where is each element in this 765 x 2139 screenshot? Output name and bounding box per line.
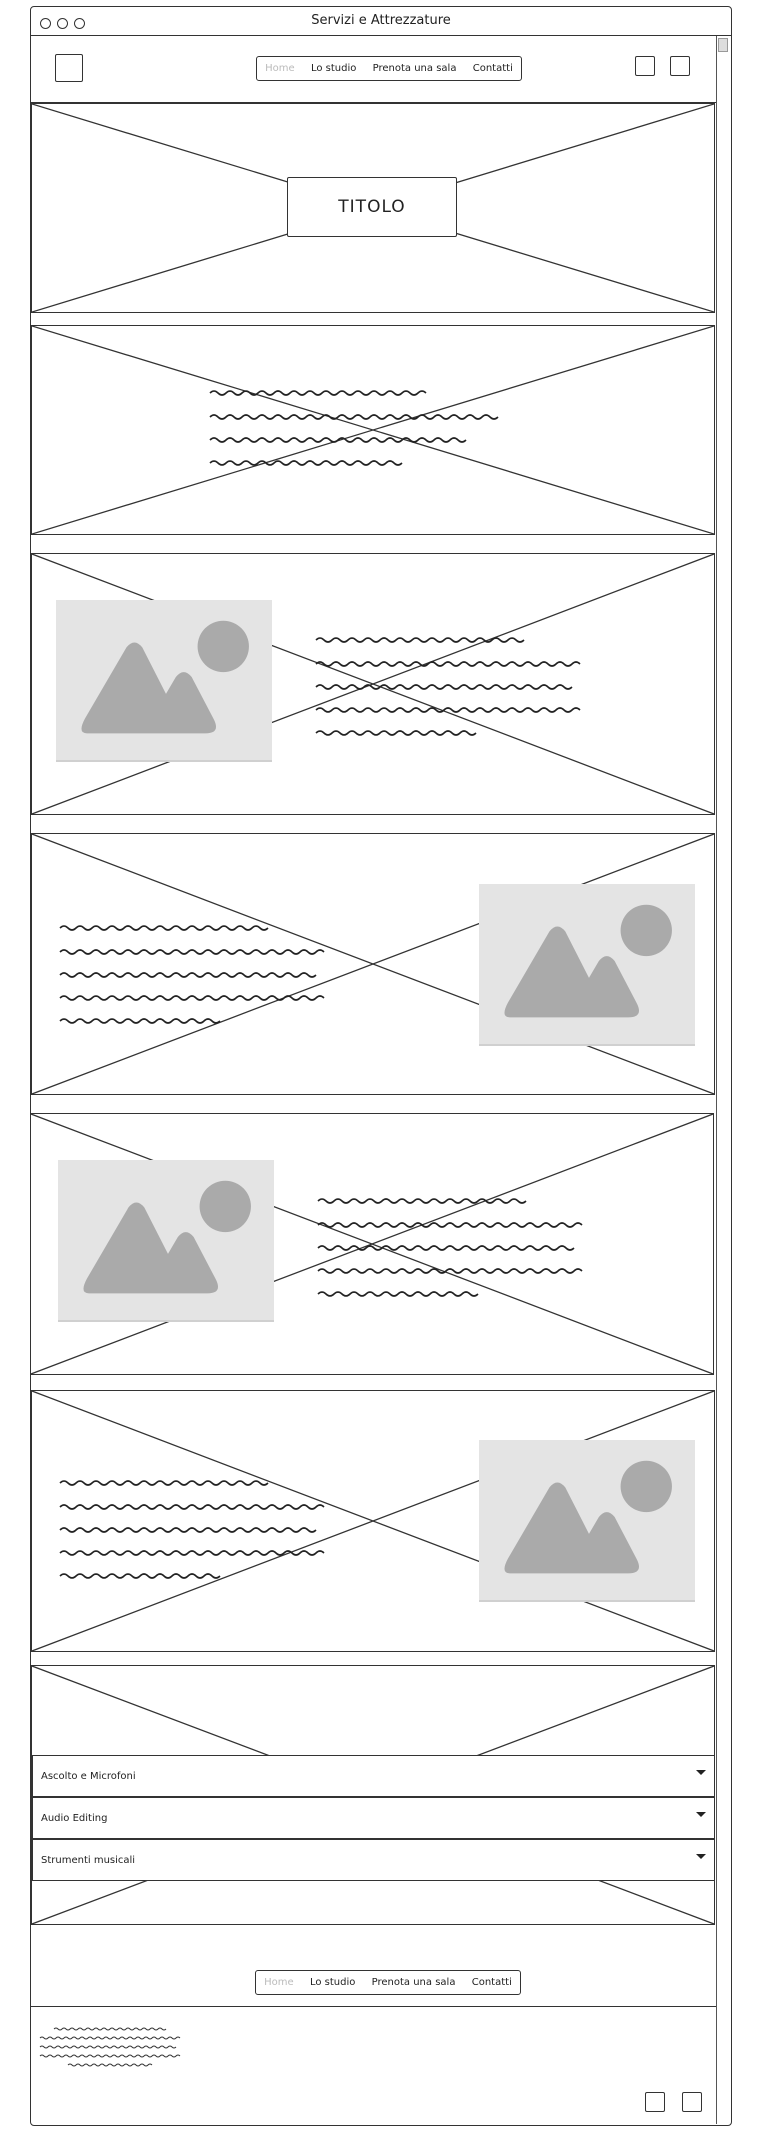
- scrollbar-thumb[interactable]: [718, 38, 728, 52]
- intro-cross: [32, 326, 714, 534]
- scrollbar[interactable]: [716, 36, 730, 2124]
- feature-2-cross: [32, 834, 714, 1094]
- footer-square-icon-1[interactable]: [645, 2092, 665, 2112]
- window-controls: [40, 14, 91, 33]
- feature-4-cross: [32, 1391, 714, 1651]
- footer-text-scribble: [39, 2027, 181, 2067]
- feature-section-1: [31, 553, 715, 815]
- title-bar: [30, 6, 732, 36]
- feature-section-2: [31, 833, 715, 1095]
- caret-down-icon[interactable]: [696, 1812, 706, 1817]
- window-title: Servizi e Attrezzature: [311, 13, 451, 28]
- nav-contatti[interactable]: Contatti: [472, 63, 513, 74]
- footer-nav: Home Lo studio Prenota una sala Contatti: [255, 1970, 521, 1995]
- feature-3-text-scribble: [317, 1198, 583, 1297]
- intro-section: [31, 325, 715, 535]
- accordion-item-label: Ascolto e Microfoni: [41, 1770, 136, 1782]
- feature-2-text-scribble: [59, 925, 325, 1024]
- feature-section-3: [30, 1113, 714, 1375]
- feature-2-image-icon: [479, 884, 695, 1046]
- accordion-item-audio-editing[interactable]: Audio Editing: [32, 1797, 715, 1839]
- accordion-item-label: Audio Editing: [41, 1812, 108, 1824]
- feature-1-text-scribble: [315, 637, 581, 736]
- minimize-window-icon[interactable]: [57, 18, 68, 29]
- nav-home[interactable]: Home: [265, 63, 295, 74]
- caret-down-icon[interactable]: [696, 1770, 706, 1775]
- intro-text-scribble: [209, 390, 499, 466]
- close-window-icon[interactable]: [40, 18, 51, 29]
- maximize-window-icon[interactable]: [74, 18, 85, 29]
- accordion-item-label: Strumenti musicali: [41, 1854, 136, 1866]
- accordion-item-strumenti[interactable]: Strumenti musicali: [32, 1839, 715, 1881]
- logo-square-icon[interactable]: [55, 54, 83, 82]
- feature-1-image-icon: [56, 600, 272, 762]
- footer-nav-lo-studio[interactable]: Lo studio: [309, 1977, 356, 1988]
- footer-nav-contatti[interactable]: Contatti: [471, 1977, 512, 1988]
- header: [31, 36, 716, 103]
- header-square-icon-2[interactable]: [670, 56, 690, 76]
- accordion-item-ascolto[interactable]: Ascolto e Microfoni: [32, 1755, 715, 1797]
- browser-window: [30, 6, 732, 2126]
- hero-title-box[interactable]: TITOLO: [287, 177, 457, 237]
- footer-nav-home[interactable]: Home: [264, 1977, 294, 1988]
- feature-4-text-scribble: [59, 1480, 325, 1579]
- feature-3-cross: [31, 1114, 713, 1374]
- footer-divider: [31, 2006, 716, 2007]
- feature-4-image-icon: [479, 1440, 695, 1602]
- nav-lo-studio[interactable]: Lo studio: [310, 63, 357, 74]
- header-square-icon-1[interactable]: [635, 56, 655, 76]
- footer-square-icon-2[interactable]: [682, 2092, 702, 2112]
- top-nav: Home Lo studio Prenota una sala Contatti: [256, 56, 522, 81]
- feature-section-4: [31, 1390, 715, 1652]
- nav-prenota[interactable]: Prenota una sala: [372, 63, 457, 74]
- feature-3-image-icon: [58, 1160, 274, 1322]
- feature-1-cross: [32, 554, 714, 814]
- footer-nav-prenota[interactable]: Prenota una sala: [371, 1977, 456, 1988]
- caret-down-icon[interactable]: [696, 1854, 706, 1859]
